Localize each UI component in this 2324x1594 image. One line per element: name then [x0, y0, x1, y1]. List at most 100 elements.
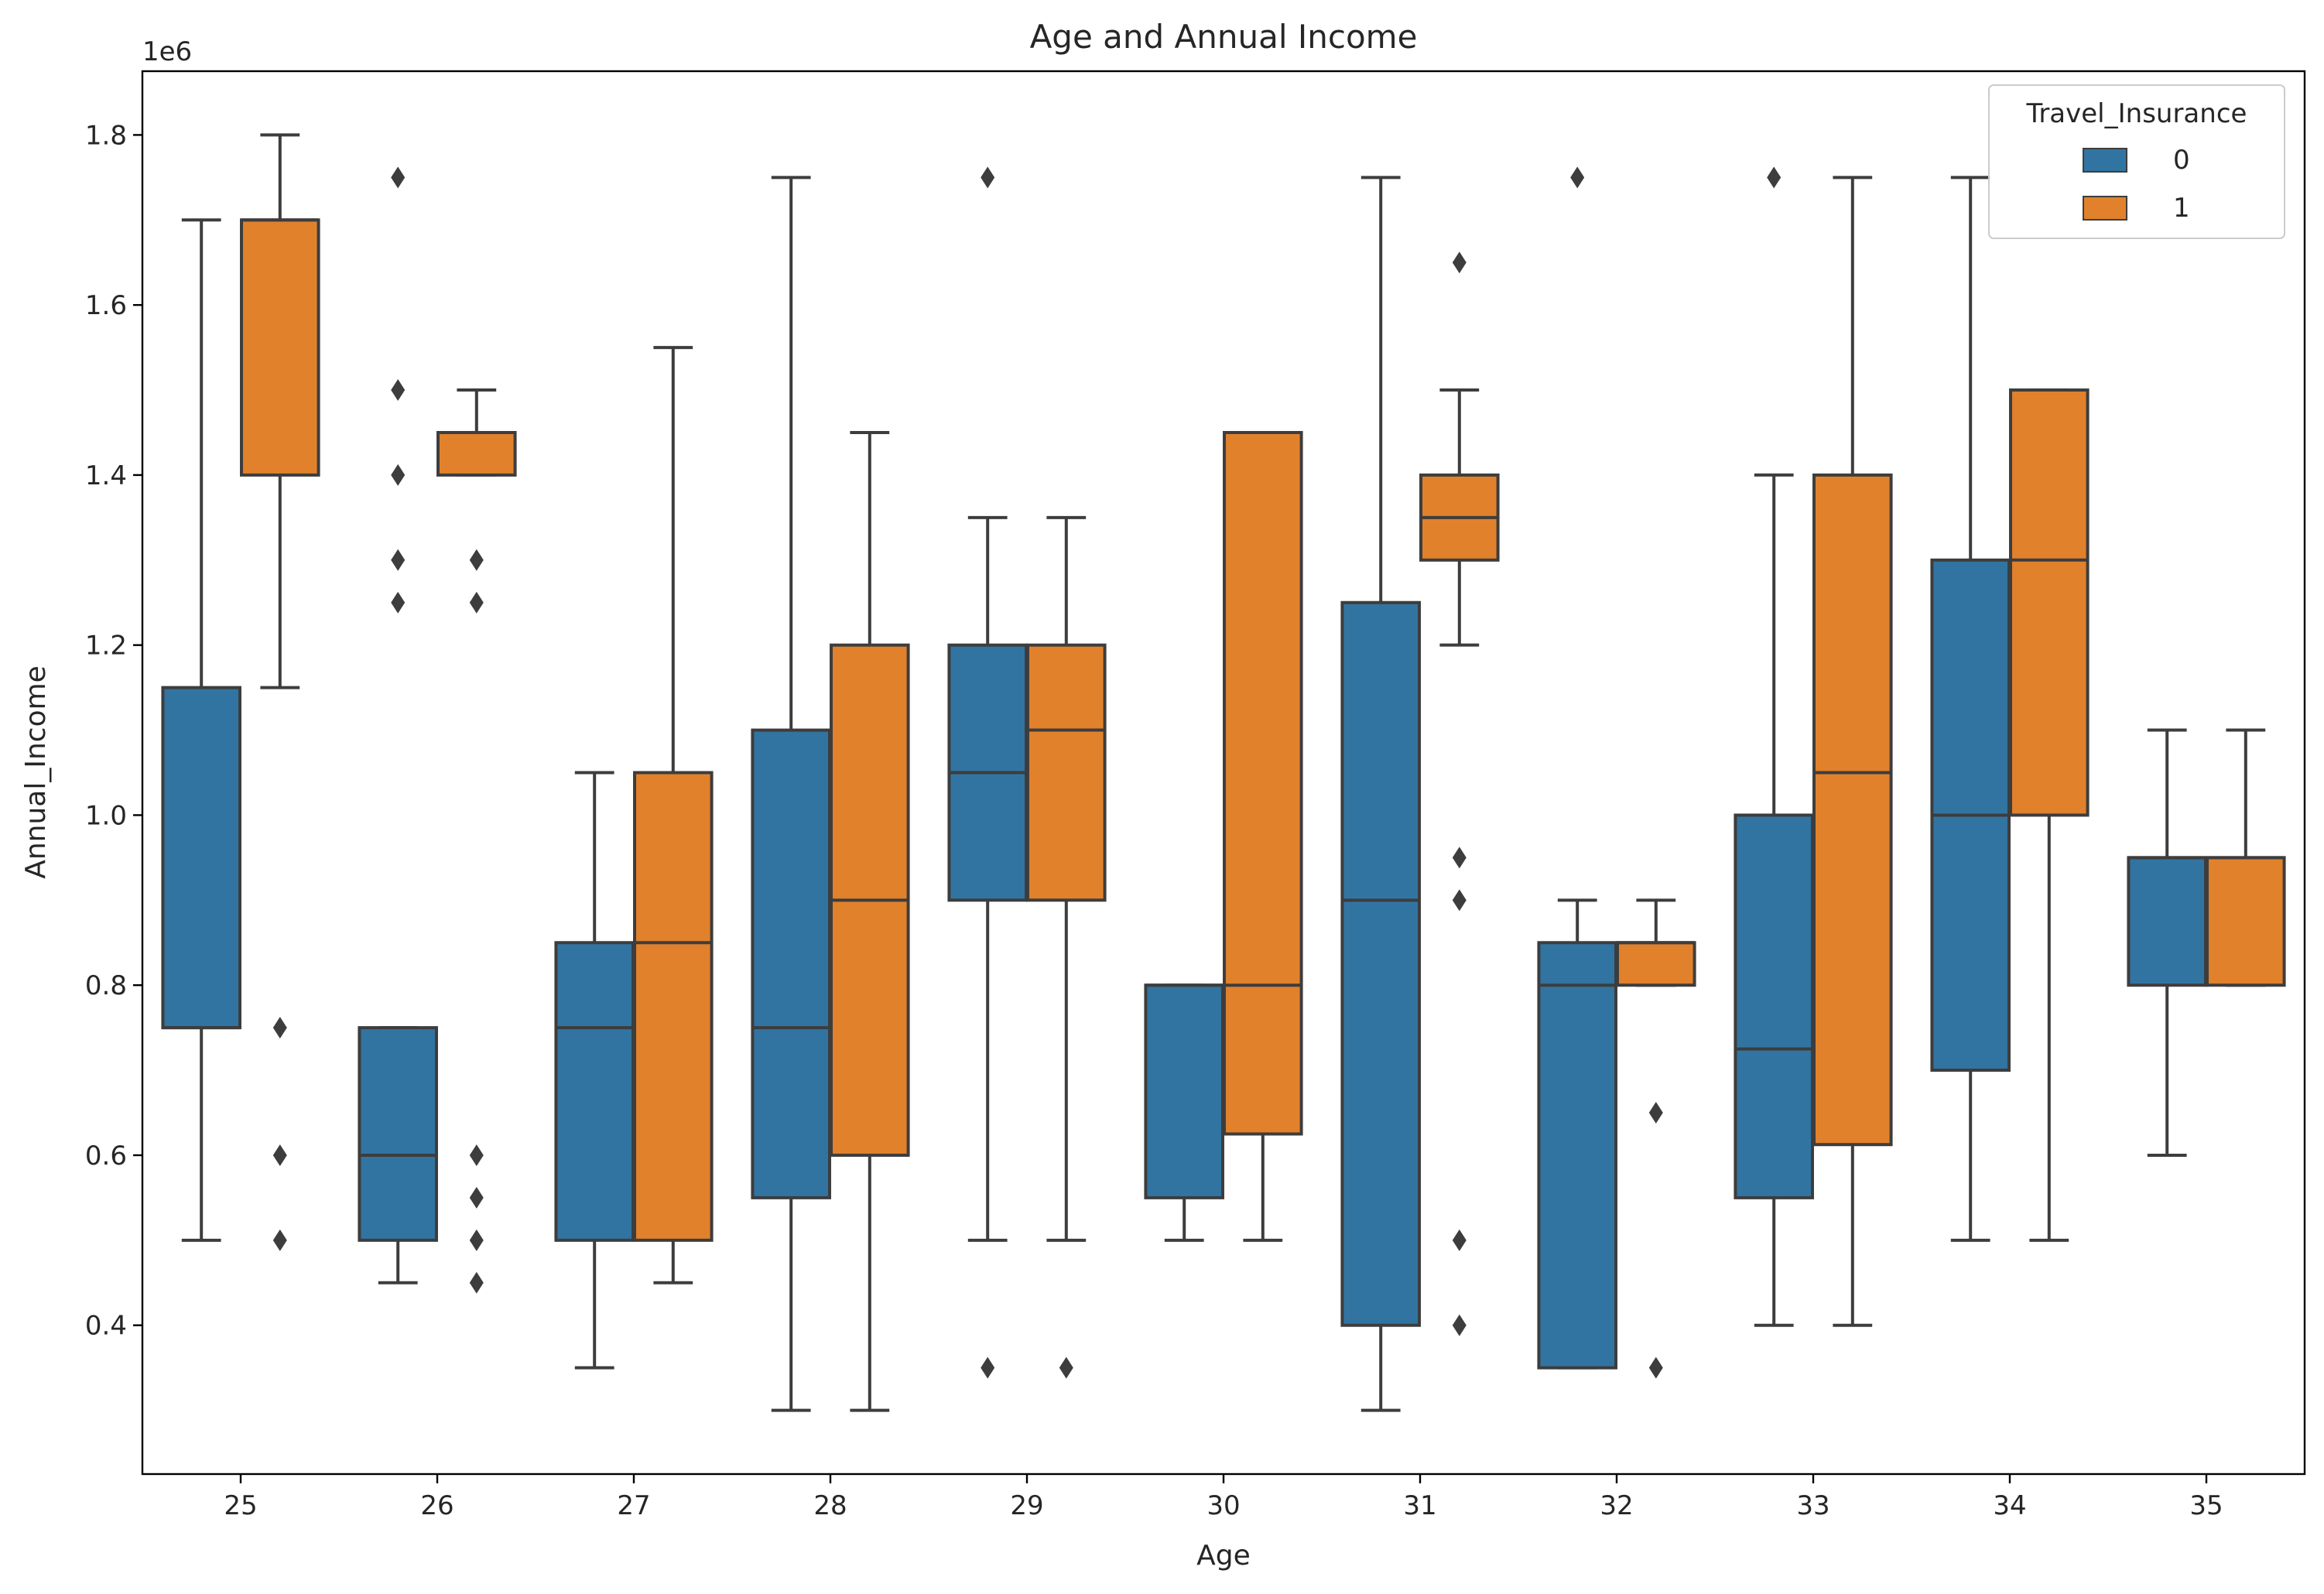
y-offset-label: 1e6	[142, 36, 192, 67]
box	[2127, 856, 2207, 987]
legend-label-0: 0	[2173, 145, 2190, 176]
outlier-point	[469, 591, 484, 614]
outlier-point	[981, 1356, 995, 1379]
legend-frame	[1988, 84, 2285, 239]
box	[1340, 600, 1421, 1327]
box	[1223, 430, 1303, 1136]
legend-title: Travel_Insurance	[2026, 98, 2247, 129]
box-group	[751, 176, 831, 1412]
x-tick-label: 30	[1206, 1490, 1240, 1521]
box	[1144, 983, 1224, 1199]
outlier-point	[1452, 847, 1467, 869]
y-tick-label: 0.8	[85, 970, 127, 1001]
outlier-point	[469, 1271, 484, 1294]
outlier-point	[1648, 1356, 1663, 1379]
box	[751, 728, 831, 1199]
y-tick-label: 1.6	[85, 290, 127, 321]
box-group	[1537, 166, 1617, 1370]
outlier-point	[391, 166, 406, 189]
box-group	[1026, 515, 1107, 1379]
y-tick-label: 0.4	[85, 1311, 127, 1342]
outlier-point	[391, 591, 406, 614]
x-tick-label: 34	[1993, 1490, 2026, 1521]
box	[1616, 941, 1696, 987]
x-axis: 25 26 27 28 29 30 31 32 33 34 35	[224, 1474, 2223, 1521]
chart-title: Age and Annual Income	[1030, 18, 1418, 56]
outlier-point	[981, 166, 995, 189]
box-group	[1223, 430, 1303, 1242]
box	[1812, 473, 1893, 1147]
box	[436, 430, 517, 477]
outlier-point	[469, 1229, 484, 1251]
outlier-point	[1570, 166, 1585, 189]
x-tick-label: 35	[2189, 1490, 2223, 1521]
box	[240, 218, 320, 477]
outlier-point	[272, 1144, 287, 1166]
y-axis-label: Annual_Income	[20, 665, 52, 879]
box-group	[1419, 251, 1500, 1336]
outlier-point	[469, 549, 484, 571]
outlier-point	[272, 1229, 287, 1251]
legend-swatch-1	[2083, 196, 2127, 221]
outlier-point	[272, 1017, 287, 1039]
legend-swatch-0	[2083, 148, 2127, 173]
y-tick-label: 0.6	[85, 1141, 127, 1172]
box-group	[1144, 983, 1224, 1242]
y-tick-label: 1.4	[85, 460, 127, 491]
box	[1537, 941, 1617, 1370]
outlier-point	[391, 463, 406, 486]
outlier-point	[1059, 1356, 1073, 1379]
box-group	[947, 166, 1028, 1379]
box-group	[554, 771, 635, 1370]
x-axis-label: Age	[1196, 1540, 1251, 1572]
box-group	[830, 430, 910, 1412]
boxes-layer	[161, 133, 2286, 1412]
box-group	[1734, 166, 1814, 1327]
outlier-point	[1452, 251, 1467, 274]
box	[633, 771, 714, 1242]
box-group	[2009, 388, 2090, 1242]
box-group	[436, 388, 517, 1294]
box	[1734, 813, 1814, 1199]
box-group	[1812, 176, 1893, 1327]
box-group	[1616, 898, 1696, 1379]
box	[554, 941, 635, 1242]
outlier-point	[1648, 1102, 1663, 1124]
box	[2009, 388, 2090, 817]
legend: Travel_Insurance 0 1	[1988, 84, 2285, 239]
outlier-point	[469, 1186, 484, 1209]
outlier-point	[469, 1144, 484, 1166]
box-group	[161, 218, 241, 1242]
y-axis: 0.4 0.6 0.8 1.0 1.2 1.4 1.6 1.8	[85, 120, 142, 1342]
box	[161, 686, 241, 1030]
outlier-point	[1767, 166, 1782, 189]
box	[358, 1026, 438, 1242]
legend-label-1: 1	[2173, 193, 2190, 224]
box	[2206, 856, 2286, 987]
y-tick-label: 1.2	[85, 631, 127, 662]
box-group	[633, 346, 714, 1284]
outlier-point	[391, 379, 406, 402]
box-group	[1340, 176, 1421, 1412]
x-tick-label: 25	[224, 1490, 257, 1521]
x-tick-label: 28	[813, 1490, 847, 1521]
outlier-point	[1452, 1314, 1467, 1336]
x-tick-label: 32	[1600, 1490, 1633, 1521]
box-group	[2206, 728, 2286, 987]
x-tick-label: 26	[420, 1490, 454, 1521]
x-tick-label: 31	[1403, 1490, 1436, 1521]
box	[1026, 643, 1107, 902]
box-group	[2127, 728, 2207, 1157]
box-group	[240, 133, 320, 1251]
x-tick-label: 29	[1010, 1490, 1043, 1521]
x-tick-label: 27	[617, 1490, 650, 1521]
x-tick-label: 33	[1796, 1490, 1829, 1521]
box-group	[1930, 176, 2011, 1242]
outlier-point	[391, 549, 406, 571]
y-tick-label: 1.8	[85, 120, 127, 151]
outlier-point	[1452, 1229, 1467, 1251]
outlier-point	[1452, 889, 1467, 912]
y-tick-label: 1.0	[85, 800, 127, 831]
box-group	[358, 166, 438, 1284]
